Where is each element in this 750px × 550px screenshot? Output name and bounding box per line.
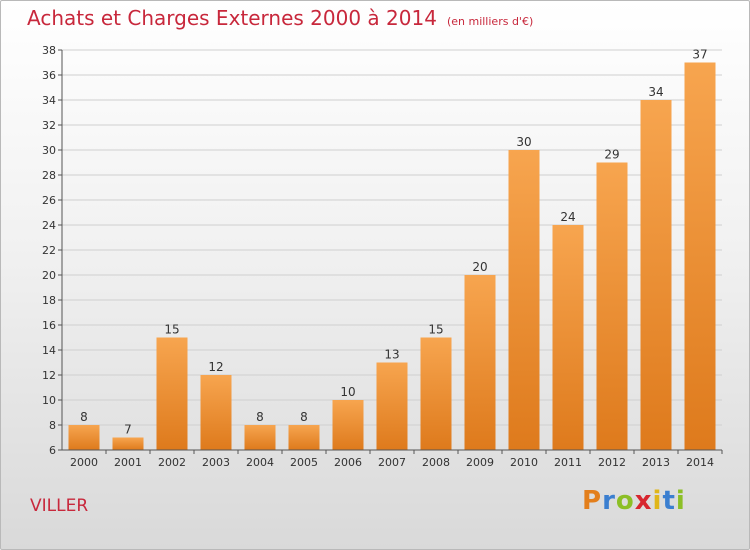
bar-value-label: 15	[428, 323, 443, 337]
bar-value-label: 34	[648, 85, 663, 99]
bar-value-label: 20	[472, 260, 487, 274]
chart-title: Achats et Charges Externes 2000 à 2014 (e…	[27, 6, 533, 30]
x-tick-label: 2002	[158, 456, 186, 469]
y-tick-label: 14	[42, 344, 56, 357]
bar-value-label: 24	[560, 210, 575, 224]
y-tick-label: 28	[42, 169, 56, 182]
x-tick-label: 2004	[246, 456, 274, 469]
bar	[640, 100, 672, 450]
bar	[464, 275, 496, 450]
logo-letter: x	[634, 486, 653, 516]
logo-letter: t	[662, 486, 676, 516]
logo-letter: r	[602, 486, 616, 516]
chart-title-text: Achats et Charges Externes 2000 à 2014	[27, 6, 437, 30]
y-tick-label: 22	[42, 244, 56, 257]
place-name: VILLER	[30, 496, 89, 516]
y-tick-label: 6	[49, 444, 56, 457]
y-axis: 6 8 10 12 14 16 18 20 22 24 26 28 30 32 34 36 38	[42, 44, 63, 457]
bar	[596, 162, 628, 450]
bar	[244, 425, 276, 450]
bar-value-label: 8	[300, 410, 308, 424]
y-tick-label: 36	[42, 69, 56, 82]
logo-letter: i	[652, 486, 663, 516]
y-tick-label: 30	[42, 144, 56, 157]
bar-value-label: 37	[692, 48, 707, 62]
y-tick-label: 16	[42, 319, 56, 332]
bar	[508, 150, 540, 450]
bar-value-label: 13	[384, 348, 399, 362]
bar-value-label: 7	[124, 423, 132, 437]
x-tick-label: 2006	[334, 456, 362, 469]
x-tick-label: 2013	[642, 456, 670, 469]
bars: 8 7 15 12 8 8 10 13 15 20 30 24 29 34 37	[68, 48, 716, 450]
x-tick-label: 2012	[598, 456, 626, 469]
bar	[332, 400, 364, 450]
x-tick-label: 2005	[290, 456, 318, 469]
bar-value-label: 15	[164, 323, 179, 337]
bar	[420, 337, 452, 450]
bar	[68, 425, 100, 450]
bar	[200, 375, 232, 450]
y-tick-label: 20	[42, 269, 56, 282]
bar	[376, 362, 408, 450]
bar	[288, 425, 320, 450]
y-tick-label: 18	[42, 294, 56, 307]
bar	[684, 62, 716, 450]
logo-letter: P	[582, 486, 603, 516]
y-tick-label: 26	[42, 194, 56, 207]
y-tick-label: 24	[42, 219, 56, 232]
x-tick-label: 2008	[422, 456, 450, 469]
x-tick-label: 2014	[686, 456, 714, 469]
bar	[552, 225, 584, 450]
logo-letter: i	[675, 486, 686, 516]
bar-value-label: 12	[208, 360, 223, 374]
logo-letter: o	[615, 486, 635, 516]
x-tick-label: 2011	[554, 456, 582, 469]
x-tick-label: 2010	[510, 456, 538, 469]
x-tick-label: 2007	[378, 456, 406, 469]
x-tick-label: 2003	[202, 456, 230, 469]
y-tick-label: 38	[42, 44, 56, 57]
chart-unit: (en milliers d'€)	[446, 15, 534, 28]
y-tick-label: 12	[42, 369, 56, 382]
x-tick-label: 2000	[70, 456, 98, 469]
bar-value-label: 29	[604, 148, 619, 162]
y-tick-label: 10	[42, 394, 56, 407]
y-tick-label: 34	[42, 94, 56, 107]
y-tick-label: 32	[42, 119, 56, 132]
bar-value-label: 8	[256, 410, 264, 424]
bar-value-label: 10	[340, 385, 355, 399]
x-axis: 2000 2001 2002 2003 2004 2005 2006 2007 2008 2009…	[62, 449, 723, 469]
bar	[112, 437, 144, 450]
x-tick-label: 2001	[114, 456, 142, 469]
bar-value-label: 30	[516, 135, 531, 149]
x-tick-label: 2009	[466, 456, 494, 469]
y-tick-label: 8	[49, 419, 56, 432]
bar	[156, 337, 188, 450]
proxiti-logo: Proxiti	[582, 486, 686, 516]
bar-value-label: 8	[80, 410, 88, 424]
